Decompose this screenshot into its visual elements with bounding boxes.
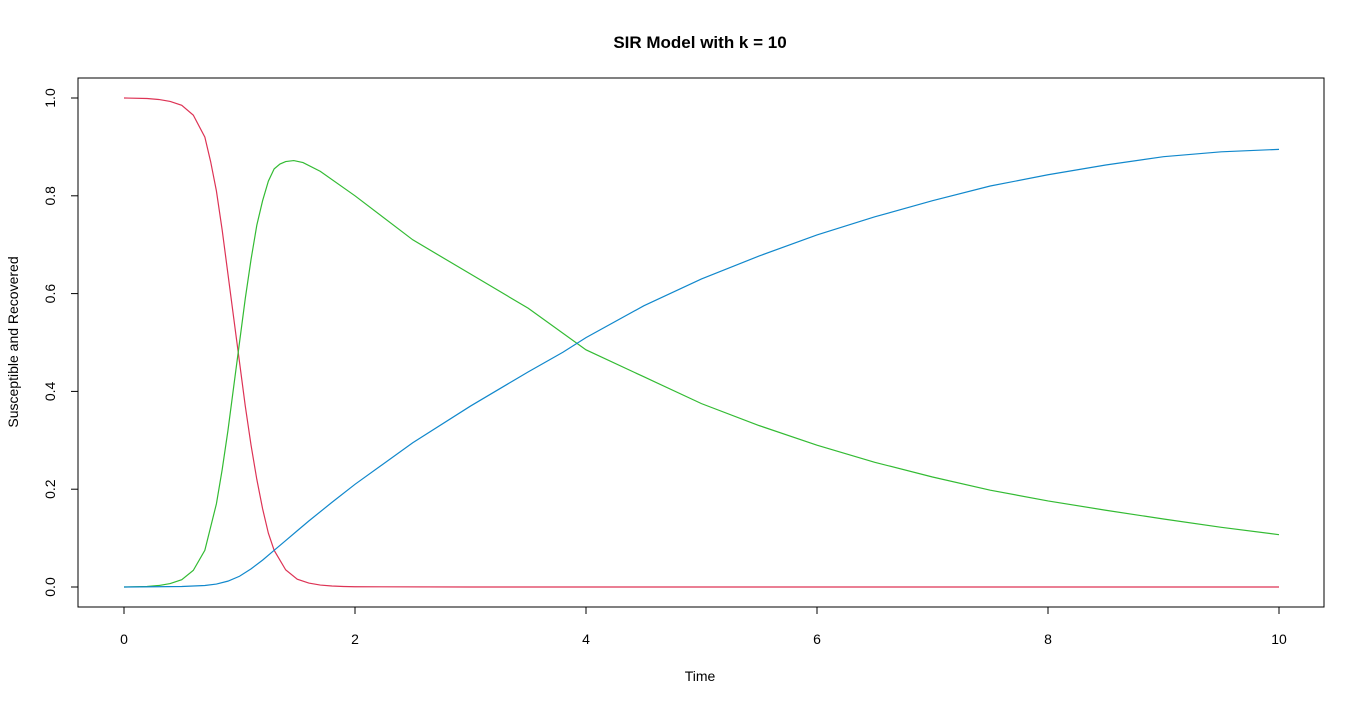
x-axis: 0 2 4 6 8 10	[120, 606, 1287, 647]
x-tick-label: 4	[582, 631, 590, 647]
y-tick-label: 0.4	[42, 381, 58, 401]
y-axis: 0.0 0.2 0.4 0.6 0.8 1.0	[42, 88, 79, 597]
y-tick-label: 0.2	[42, 479, 58, 499]
chart-title: SIR Model with k = 10	[613, 33, 786, 52]
series-line-2	[123, 159, 1280, 588]
x-tick-label: 10	[1271, 631, 1287, 647]
y-tick-label: 0.0	[42, 577, 58, 597]
series-line-1	[123, 97, 1279, 588]
x-tick-label: 8	[1044, 631, 1052, 647]
y-axis-label: Susceptible and Recovered	[5, 256, 21, 427]
series-layer	[123, 97, 1280, 588]
series-line-3	[123, 148, 1280, 588]
y-tick-label: 0.8	[42, 186, 58, 206]
y-tick-label: 1.0	[42, 88, 58, 108]
y-tick-label: 0.6	[42, 284, 58, 304]
x-tick-label: 2	[351, 631, 359, 647]
x-axis-label: Time	[685, 668, 716, 684]
x-tick-label: 0	[120, 631, 128, 647]
x-tick-label: 6	[813, 631, 821, 647]
